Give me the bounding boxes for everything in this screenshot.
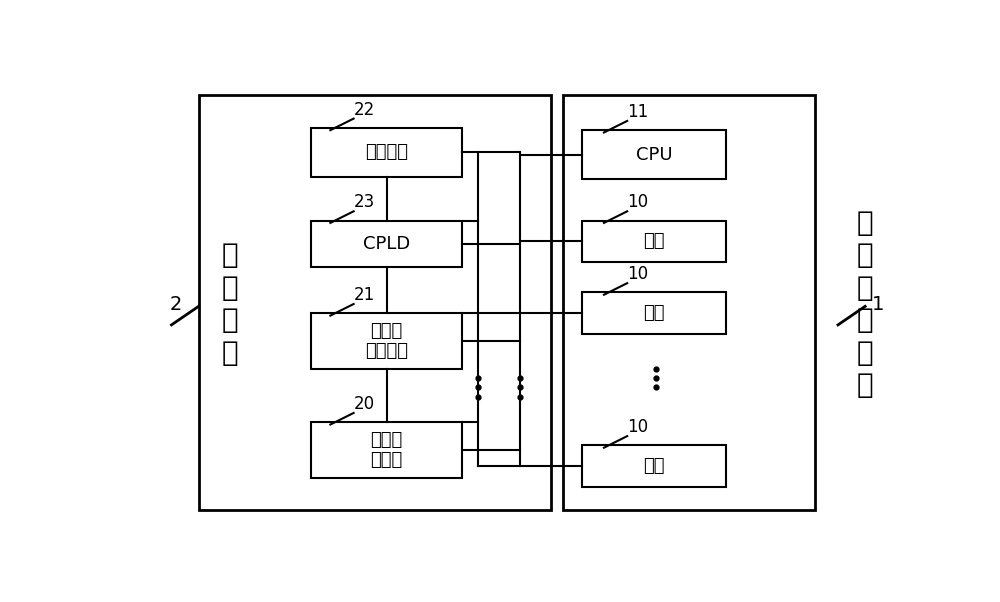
Bar	[563, 96, 815, 510]
Text: 2: 2	[169, 294, 182, 314]
Bar	[582, 293, 726, 334]
Text: 网口: 网口	[643, 232, 665, 250]
Text: 切
换
电
路: 切 换 电 路	[221, 241, 238, 367]
Bar	[311, 128, 462, 176]
Bar	[311, 313, 462, 369]
Text: CPLD: CPLD	[363, 235, 410, 253]
Text: 10: 10	[627, 265, 648, 283]
Bar	[311, 220, 462, 267]
Text: 网口: 网口	[643, 304, 665, 322]
Text: 22: 22	[354, 101, 375, 119]
Bar	[199, 96, 551, 510]
Text: 20: 20	[354, 395, 375, 413]
Text: 23: 23	[354, 193, 375, 211]
Text: 11: 11	[627, 103, 648, 121]
Text: 网口: 网口	[643, 458, 665, 475]
Bar	[582, 130, 726, 179]
Text: 采集电路: 采集电路	[365, 143, 408, 161]
Text: 21: 21	[354, 286, 375, 304]
Bar	[582, 445, 726, 487]
Text: CPU: CPU	[636, 146, 672, 164]
Text: 1: 1	[872, 294, 884, 314]
Text: 10: 10	[627, 193, 648, 211]
Bar	[582, 220, 726, 262]
Bar	[311, 422, 462, 478]
Text: 双稳态
继电器: 双稳态 继电器	[370, 430, 403, 470]
Text: 网
络
安
全
设
备: 网 络 安 全 设 备	[857, 209, 873, 399]
Text: 继电器
控制电路: 继电器 控制电路	[365, 321, 408, 361]
Text: 10: 10	[627, 418, 648, 436]
